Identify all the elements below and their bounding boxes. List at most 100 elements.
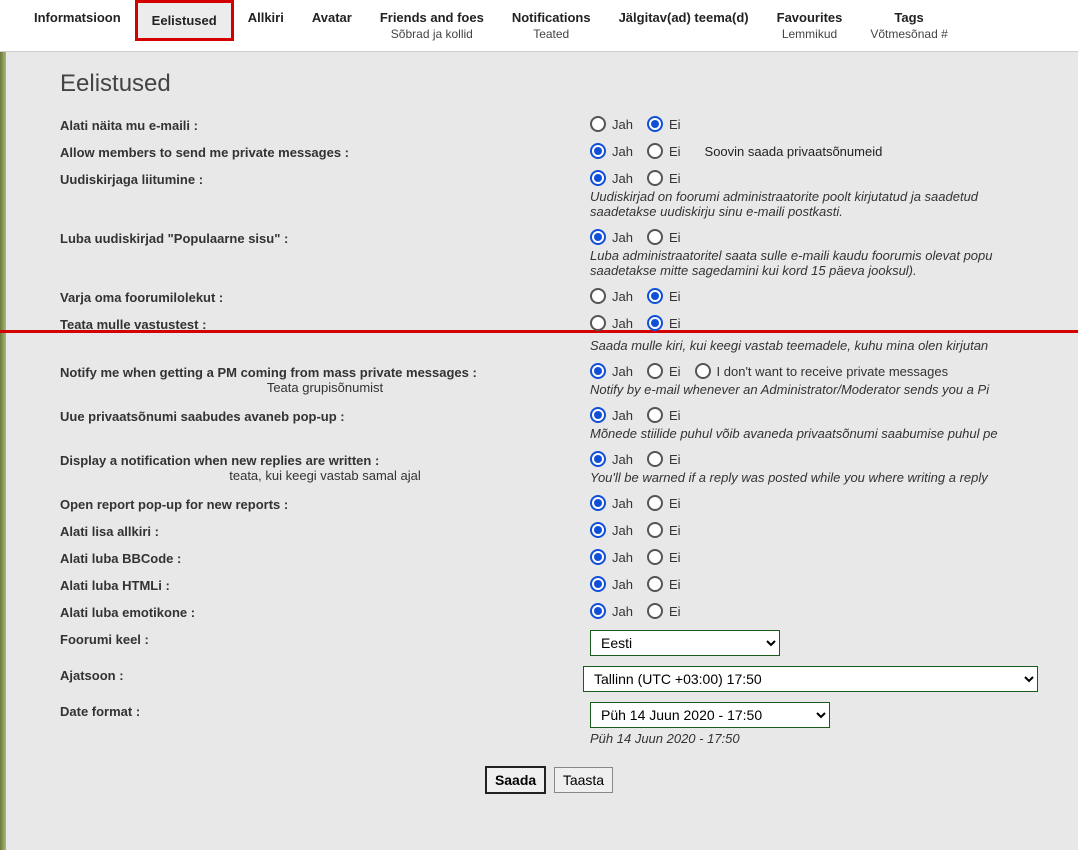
tab-label: Notifications (512, 10, 591, 25)
radio-label-yes[interactable]: Jah (612, 230, 633, 245)
tab-label: Favourites (777, 10, 843, 25)
select-language[interactable]: Eesti (590, 630, 780, 656)
radio-label-yes[interactable]: Jah (612, 577, 633, 592)
footer-buttons: Saada Taasta (60, 766, 1038, 794)
radio-label-no[interactable]: Ei (669, 496, 681, 511)
tab-avatar[interactable]: Avatar (298, 0, 366, 35)
radio-html-no[interactable] (647, 576, 663, 592)
label-html: Alati luba HTMLi : (60, 576, 590, 593)
radio-new-reply-yes[interactable] (590, 451, 606, 467)
tab-sublabel: Lemmikud (777, 27, 843, 41)
radio-notify-replies-no[interactable] (647, 315, 663, 331)
reset-button[interactable]: Taasta (554, 767, 613, 793)
radio-show-email-no[interactable] (647, 116, 663, 132)
radio-label-no[interactable]: Ei (669, 577, 681, 592)
tab-label: Informatsioon (34, 10, 121, 25)
radio-allow-pm-yes[interactable] (590, 143, 606, 159)
radio-newsletter-no[interactable] (647, 170, 663, 186)
radio-label-yes[interactable]: Jah (612, 550, 633, 565)
row-bbcode: Alati luba BBCode : Jah Ei (60, 549, 1038, 566)
row-emoticons: Alati luba emotikone : Jah Ei (60, 603, 1038, 620)
tab-label: Avatar (312, 10, 352, 25)
label-new-reply-notify: Display a notification when new replies … (60, 451, 590, 483)
tab-tags[interactable]: TagsVõtmesõnad # (856, 0, 961, 51)
submit-button[interactable]: Saada (485, 766, 546, 794)
radio-hide-no[interactable] (647, 288, 663, 304)
radio-label-yes[interactable]: Jah (612, 408, 633, 423)
row-hide-presence: Varja oma foorumilolekut : Jah Ei (60, 288, 1038, 305)
radio-label-yes[interactable]: Jah (612, 117, 633, 132)
radio-report-no[interactable] (647, 495, 663, 511)
sublabel-new-reply: teata, kui keegi vastab samal ajal (60, 468, 590, 483)
tab-friends-foes[interactable]: Friends and foesSõbrad ja kollid (366, 0, 498, 51)
desc-new-reply: You'll be warned if a reply was posted w… (590, 470, 1038, 485)
row-language: Foorumi keel : Eesti (60, 630, 1038, 656)
label-report-popup: Open report pop-up for new reports : (60, 495, 590, 512)
radio-sig-no[interactable] (647, 522, 663, 538)
radio-label-no[interactable]: Ei (669, 364, 681, 379)
radio-bbcode-yes[interactable] (590, 549, 606, 565)
radio-mass-pm-yes[interactable] (590, 363, 606, 379)
radio-pm-popup-no[interactable] (647, 407, 663, 423)
tab-watched-topics[interactable]: Jälgitav(ad) teema(d) (605, 0, 763, 35)
radio-label-no[interactable]: Ei (669, 408, 681, 423)
label-allow-pm: Allow members to send me private message… (60, 143, 590, 160)
tab-notifications[interactable]: Notifications Teated (498, 0, 605, 51)
desc-mass-pm: Notify by e-mail whenever an Administrat… (590, 382, 1038, 397)
select-timezone[interactable]: Tallinn (UTC +03:00) 17:50 (583, 666, 1038, 692)
radio-mass-pm-no[interactable] (647, 363, 663, 379)
tab-allkiri[interactable]: Allkiri (234, 0, 298, 35)
radio-label-no[interactable]: Ei (669, 604, 681, 619)
radio-allow-pm-no[interactable] (647, 143, 663, 159)
radio-sig-yes[interactable] (590, 522, 606, 538)
radio-label-no[interactable]: Ei (669, 289, 681, 304)
radio-newsletter-yes[interactable] (590, 170, 606, 186)
radio-show-email-yes[interactable] (590, 116, 606, 132)
radio-report-yes[interactable] (590, 495, 606, 511)
tab-sublabel: Sõbrad ja kollid (380, 27, 484, 41)
desc-popular: Luba administraatoritel saata sulle e-ma… (590, 248, 1038, 278)
label-show-email: Alati näita mu e-maili : (60, 116, 590, 133)
radio-label-no[interactable]: Ei (669, 230, 681, 245)
tab-eelistused[interactable]: Eelistused (135, 0, 234, 41)
radio-label-yes[interactable]: Jah (612, 171, 633, 186)
radio-label-yes[interactable]: Jah (612, 523, 633, 538)
radio-popular-yes[interactable] (590, 229, 606, 245)
radio-label-yes[interactable]: Jah (612, 364, 633, 379)
radio-label-yes[interactable]: Jah (612, 452, 633, 467)
desc-date-format: Püh 14 Juun 2020 - 17:50 (590, 731, 1038, 746)
radio-label-yes[interactable]: Jah (612, 289, 633, 304)
label-pm-popup: Uue privaatsõnumi saabudes avaneb pop-up… (60, 407, 590, 424)
tab-favourites[interactable]: Favourites Lemmikud (763, 0, 857, 51)
radio-label-no[interactable]: Ei (669, 550, 681, 565)
radio-label-no[interactable]: Ei (669, 144, 681, 159)
tab-label: Allkiri (248, 10, 284, 25)
radio-label-no[interactable]: Ei (669, 117, 681, 132)
radio-label-none[interactable]: I don't want to receive private messages (717, 364, 949, 379)
radio-label-no[interactable]: Ei (669, 452, 681, 467)
tab-informatsioon[interactable]: Informatsioon (20, 0, 135, 35)
radio-label-yes[interactable]: Jah (612, 144, 633, 159)
tab-sublabel: Võtmesõnad # (870, 27, 947, 41)
radio-label-yes[interactable]: Jah (612, 604, 633, 619)
tab-sublabel: Teated (512, 27, 591, 41)
radio-bbcode-no[interactable] (647, 549, 663, 565)
radio-label-no[interactable]: Ei (669, 171, 681, 186)
radio-popular-no[interactable] (647, 229, 663, 245)
label-timezone: Ajatsoon : (60, 666, 583, 683)
select-date-format[interactable]: Püh 14 Juun 2020 - 17:50 (590, 702, 830, 728)
radio-label-yes[interactable]: Jah (612, 496, 633, 511)
radio-emoticons-yes[interactable] (590, 603, 606, 619)
radio-html-yes[interactable] (590, 576, 606, 592)
radio-hide-yes[interactable] (590, 288, 606, 304)
radio-label-no[interactable]: Ei (669, 523, 681, 538)
radio-notify-replies-yes[interactable] (590, 315, 606, 331)
radio-new-reply-no[interactable] (647, 451, 663, 467)
radio-label-yes[interactable]: Jah (612, 316, 633, 331)
row-report-popup: Open report pop-up for new reports : Jah… (60, 495, 1038, 512)
label-attach-sig: Alati lisa allkiri : (60, 522, 590, 539)
radio-emoticons-no[interactable] (647, 603, 663, 619)
radio-mass-pm-none[interactable] (695, 363, 711, 379)
radio-label-no[interactable]: Ei (669, 316, 681, 331)
radio-pm-popup-yes[interactable] (590, 407, 606, 423)
